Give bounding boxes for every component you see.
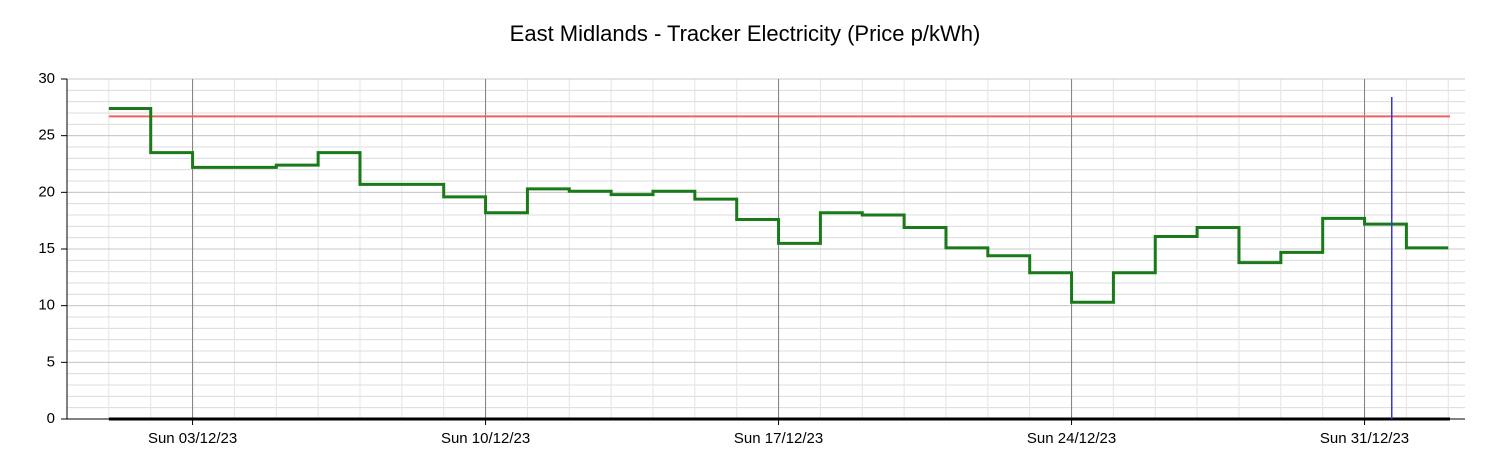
x-tick-label: Sun 24/12/23 [1027, 430, 1116, 447]
y-tick-label: 10 [38, 297, 55, 314]
price-line [108, 106, 1449, 304]
y-tick-label: 0 [47, 410, 55, 427]
x-tick-label: Sun 10/12/23 [441, 430, 530, 447]
y-tick-label: 30 [38, 70, 55, 87]
chart-title: East Midlands - Tracker Electricity (Pri… [510, 21, 981, 46]
y-tick-label: 25 [38, 127, 55, 144]
y-tick-label: 5 [47, 353, 55, 370]
x-tick-label: Sun 03/12/23 [148, 430, 237, 447]
y-tick-label: 20 [38, 183, 55, 200]
y-tick-label: 15 [38, 240, 55, 257]
x-tick-label: Sun 17/12/23 [734, 430, 823, 447]
x-tick-label: Sun 31/12/23 [1320, 430, 1409, 447]
